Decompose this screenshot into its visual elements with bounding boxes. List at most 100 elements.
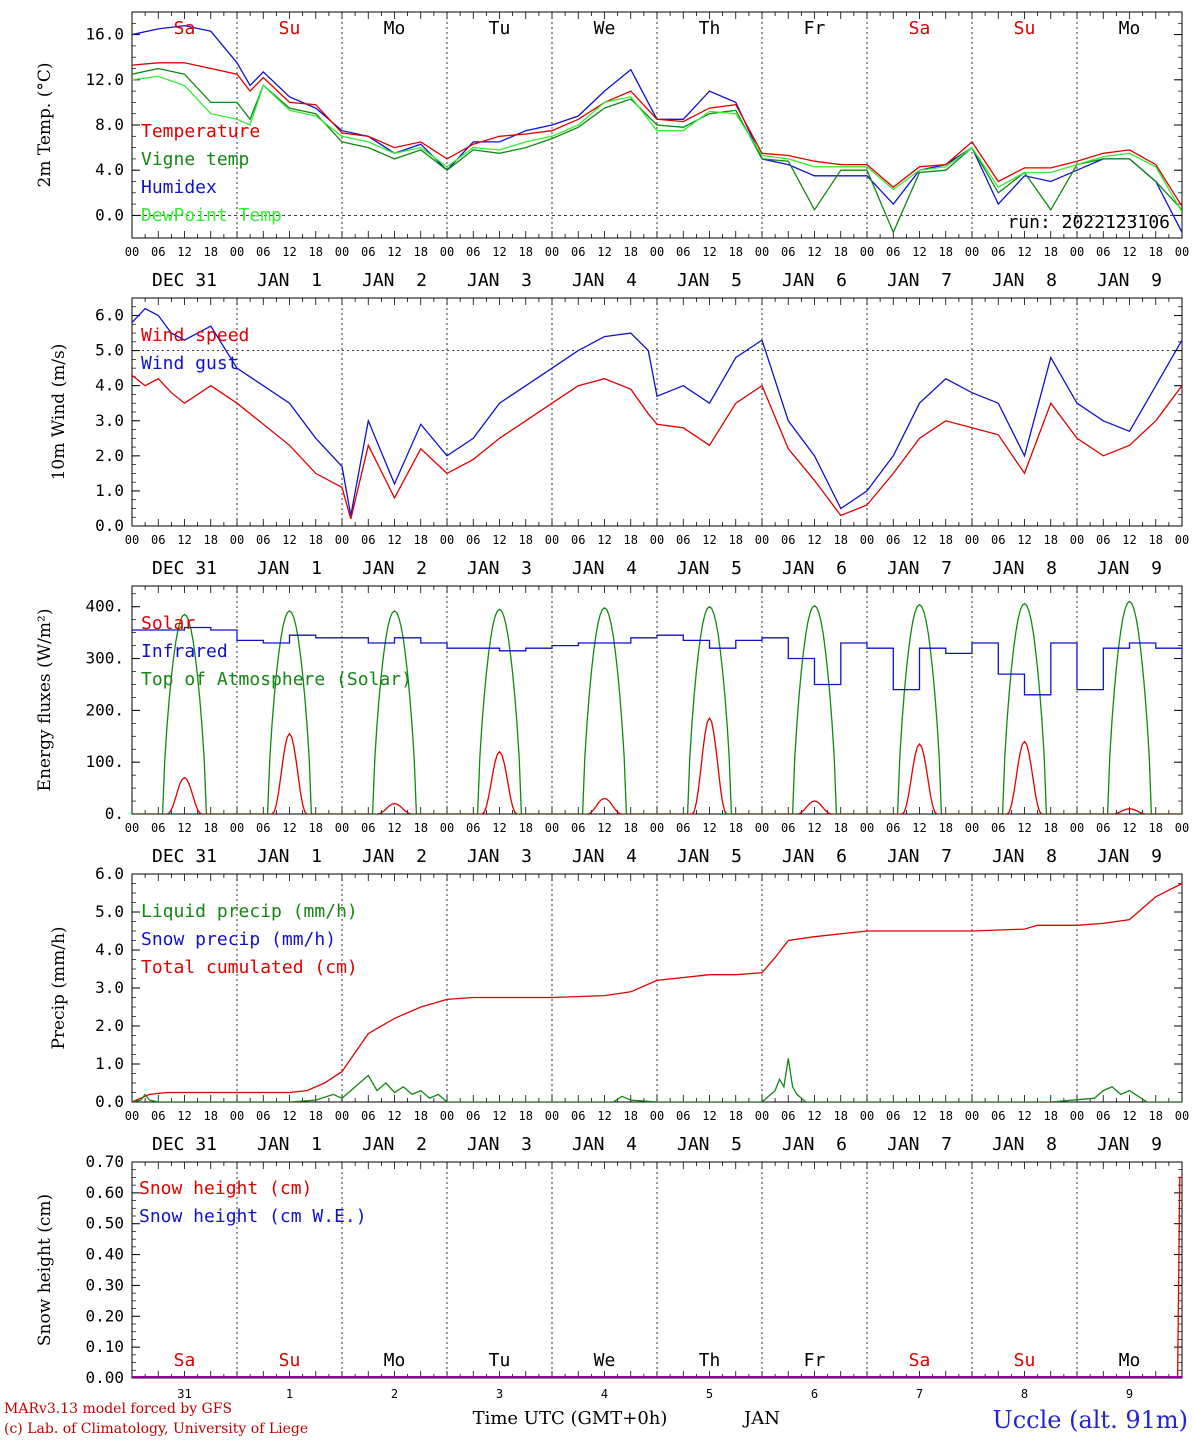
hour-label: 00 — [230, 245, 244, 259]
hour-label: 12 — [492, 533, 506, 547]
hour-label: 12 — [912, 533, 926, 547]
hour-label: 18 — [729, 1109, 743, 1123]
hour-label: 12 — [1122, 533, 1136, 547]
hour-label: 06 — [991, 245, 1005, 259]
date-label: JAN 4 — [572, 270, 637, 291]
date-label: JAN 3 — [467, 846, 532, 867]
hour-label: 18 — [939, 245, 953, 259]
day-name: Su — [1014, 18, 1036, 39]
hour-label: 00 — [230, 1109, 244, 1123]
hour-label: 00 — [860, 1109, 874, 1123]
hour-label: 12 — [177, 1109, 191, 1123]
hour-label: 00 — [860, 245, 874, 259]
y-tick-label: 6.0 — [95, 306, 124, 325]
y-axis-label: 10m Wind (m/s) — [49, 344, 69, 481]
hour-label: 00 — [1070, 245, 1084, 259]
hour-label: 18 — [939, 533, 953, 547]
hour-label: 00 — [1175, 245, 1189, 259]
day-number: 8 — [1021, 1387, 1028, 1401]
legend-item: Wind gust — [141, 353, 239, 374]
date-label: JAN 7 — [887, 270, 952, 291]
hour-label: 06 — [1096, 533, 1110, 547]
hour-label: 12 — [597, 533, 611, 547]
y-tick-label: 6.0 — [95, 864, 124, 883]
date-label: JAN 1 — [257, 1134, 322, 1155]
date-label: DEC 31 — [152, 270, 217, 291]
date-label: JAN 3 — [467, 1134, 532, 1155]
day-number: 2 — [391, 1387, 398, 1401]
hour-label: 00 — [335, 245, 349, 259]
day-name: Su — [279, 18, 301, 39]
date-label: JAN 4 — [572, 1134, 637, 1155]
hour-label: 06 — [466, 245, 480, 259]
day-name: Sa — [174, 18, 196, 39]
legend-item: Snow height (cm) — [139, 1178, 312, 1199]
y-tick-label: 16.0 — [85, 25, 124, 44]
hour-label: 12 — [1122, 245, 1136, 259]
hour-label: 00 — [545, 533, 559, 547]
hour-label: 18 — [624, 533, 638, 547]
hour-label: 12 — [912, 821, 926, 835]
y-axis-label: Snow height (cm) — [35, 1194, 55, 1346]
hour-label: 00 — [650, 245, 664, 259]
hour-label: 18 — [1149, 821, 1163, 835]
y-tick-label: 12.0 — [85, 70, 124, 89]
legend-item: DewPoint Temp — [141, 205, 282, 226]
hour-label: 12 — [282, 533, 296, 547]
hour-label: 12 — [807, 821, 821, 835]
hour-label: 06 — [1096, 245, 1110, 259]
date-label: JAN 8 — [992, 558, 1057, 579]
hour-label: 00 — [125, 533, 139, 547]
hour-label: 12 — [1017, 533, 1031, 547]
date-label: JAN 2 — [362, 1134, 427, 1155]
hour-label: 12 — [807, 1109, 821, 1123]
day-number: 6 — [811, 1387, 818, 1401]
date-label: JAN 5 — [677, 270, 742, 291]
hour-label: 12 — [282, 821, 296, 835]
day-name: Sa — [909, 18, 931, 39]
hour-label: 18 — [414, 245, 428, 259]
run-label: run: 2022123106 — [1007, 212, 1170, 233]
day-number: 4 — [601, 1387, 608, 1401]
solar-series — [762, 800, 867, 814]
hour-label: 00 — [230, 821, 244, 835]
hour-label: 06 — [571, 533, 585, 547]
day-name: Fr — [804, 18, 826, 39]
date-label: JAN 6 — [782, 846, 847, 867]
hour-label: 06 — [571, 245, 585, 259]
hour-label: 18 — [729, 245, 743, 259]
date-label: JAN 8 — [992, 270, 1057, 291]
day-number: 3 — [496, 1387, 503, 1401]
y-tick-label: 8.0 — [95, 115, 124, 134]
date-label: JAN 6 — [782, 1134, 847, 1155]
hour-label: 06 — [991, 533, 1005, 547]
legend-item: Total cumulated (cm) — [141, 957, 358, 978]
hour-label: 12 — [1122, 1109, 1136, 1123]
hour-label: 18 — [834, 533, 848, 547]
hour-label: 06 — [1096, 821, 1110, 835]
hour-label: 00 — [1070, 821, 1084, 835]
hour-label: 00 — [650, 1109, 664, 1123]
day-name: Th — [699, 1350, 721, 1371]
day-name: Mo — [384, 1350, 406, 1371]
hour-label: 12 — [702, 1109, 716, 1123]
hour-label: 18 — [309, 245, 323, 259]
hour-label: 12 — [597, 1109, 611, 1123]
date-label: JAN 9 — [1097, 1134, 1162, 1155]
hour-label: 18 — [729, 821, 743, 835]
hour-label: 00 — [335, 821, 349, 835]
hour-label: 06 — [1096, 1109, 1110, 1123]
date-label: JAN 5 — [677, 1134, 742, 1155]
hour-label: 12 — [492, 1109, 506, 1123]
hour-label: 18 — [204, 245, 218, 259]
toa-solar-series — [1077, 600, 1182, 814]
hour-label: 12 — [282, 1109, 296, 1123]
y-tick-label: 0.60 — [85, 1183, 124, 1202]
day-number: 31 — [177, 1387, 191, 1401]
hour-label: 00 — [1175, 533, 1189, 547]
date-label: JAN 5 — [677, 558, 742, 579]
hour-label: 00 — [650, 533, 664, 547]
panel-flux: 0. 100. 200. 300. 400. Energy fluxes (W/m²) So… — [35, 585, 1189, 867]
date-label: JAN 3 — [467, 558, 532, 579]
